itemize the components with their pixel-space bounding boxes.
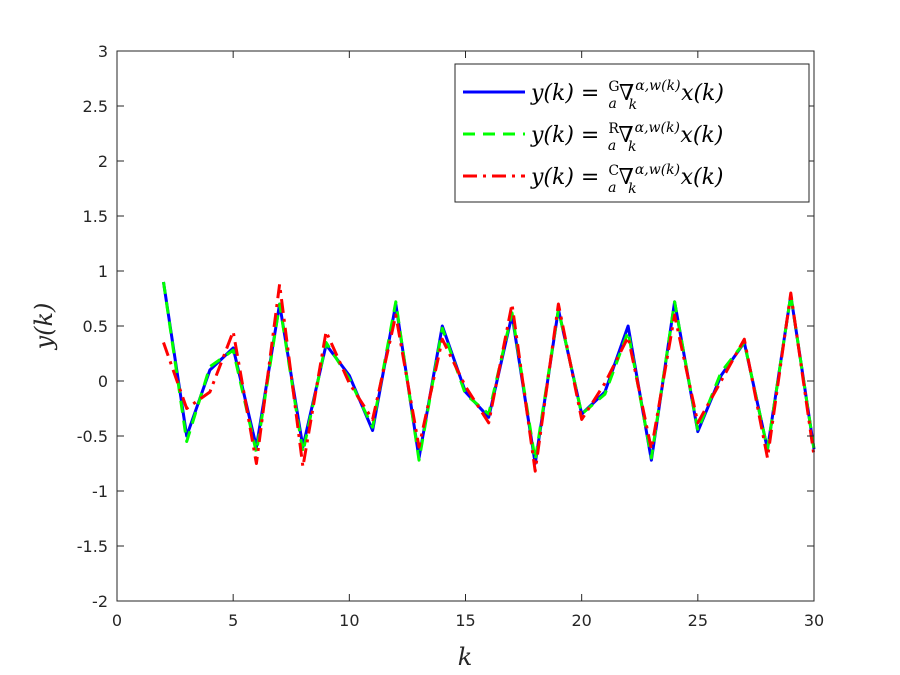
y-tick-label: -2 xyxy=(92,592,108,611)
y-tick-label: 0.5 xyxy=(83,317,108,336)
legend-rhs: x(k) xyxy=(681,165,724,190)
series-line-R xyxy=(162,281,816,462)
legend-upper-limit: k xyxy=(629,97,637,113)
series-layer xyxy=(162,281,816,473)
legend-lower-limit: a xyxy=(608,180,616,196)
x-tick-label: 25 xyxy=(688,611,708,630)
y-tick-label: 2 xyxy=(98,152,108,171)
x-tick-label: 30 xyxy=(804,611,824,630)
legend-nabla: ∇ xyxy=(618,123,633,148)
x-tick-label: 0 xyxy=(112,611,122,630)
x-tick-label: 15 xyxy=(455,611,475,630)
legend-order-exponent: α,w(k) xyxy=(635,78,680,94)
x-axis-label: k xyxy=(458,643,473,671)
legend-rhs: x(k) xyxy=(681,81,724,106)
legend-nabla: ∇ xyxy=(618,165,633,190)
legend-upper-limit: k xyxy=(628,181,636,197)
legend-nabla: ∇ xyxy=(619,81,634,106)
y-tick-label: 0 xyxy=(98,372,108,391)
y-tick-label: 1.5 xyxy=(83,207,108,226)
legend-operator-superscript: R xyxy=(608,121,619,137)
legend-lower-limit: a xyxy=(608,138,616,154)
legend-operator-superscript: G xyxy=(608,79,619,95)
x-tick-label: 20 xyxy=(571,611,591,630)
series-line-C xyxy=(162,282,816,473)
legend-lower-limit: a xyxy=(609,96,617,112)
legend-rhs: x(k) xyxy=(680,123,723,148)
legend-order-exponent: α,w(k) xyxy=(635,120,680,136)
legend-upper-limit: k xyxy=(628,139,636,155)
legend-lhs: y(k) = xyxy=(530,81,606,106)
y-tick-label: 1 xyxy=(98,262,108,281)
legend-lhs: y(k) = xyxy=(530,165,606,190)
y-tick-label: -0.5 xyxy=(77,427,108,446)
legend-operator-superscript: C xyxy=(608,163,619,179)
legend-order-exponent: α,w(k) xyxy=(635,162,680,178)
legend-lhs: y(k) = xyxy=(530,123,606,148)
y-axis-label: y(k) xyxy=(30,303,58,351)
ticks-layer: 0 5 10 15 20 25 30 -2 -1.5 -1 -0.5 0 0.5 1 1.5 2 2.5 3 xyxy=(77,42,824,630)
y-tick-label: 3 xyxy=(98,42,108,61)
y-tick-label: 2.5 xyxy=(83,97,108,116)
y-tick-label: -1 xyxy=(92,482,108,501)
y-tick-label: -1.5 xyxy=(77,537,108,556)
x-tick-label: 10 xyxy=(339,611,359,630)
x-tick-label: 5 xyxy=(228,611,238,630)
